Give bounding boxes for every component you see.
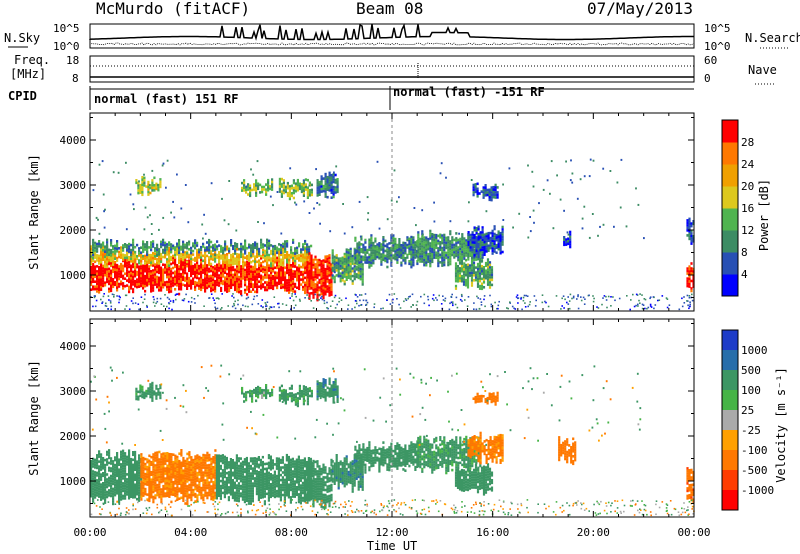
velocity-scatter — [90, 319, 695, 517]
data-patch — [316, 171, 339, 199]
frequency-panel: Freq. [MHz] 18 8 60 0 Nave — [10, 53, 777, 85]
velocity-colorbar-tick: -1000 — [741, 484, 774, 497]
range-tick-label: 1000 — [60, 269, 87, 282]
power-colorbar-tick: 24 — [741, 158, 755, 171]
nave-label: Nave — [748, 63, 777, 77]
freq-tick-bottom: 8 — [72, 72, 79, 85]
ground-scatter-speckle — [90, 364, 695, 517]
data-patch — [472, 391, 499, 406]
freq-label-line1: Freq. — [14, 53, 50, 67]
noise-left-tick-bottom: 10^0 — [53, 40, 80, 53]
nave-tick-top: 60 — [704, 54, 717, 67]
power-colorbar-tick: 4 — [741, 268, 748, 281]
power-range-axis: 1000 2000 3000 4000 — [60, 113, 695, 311]
data-patch — [90, 449, 143, 506]
velocity-colorbar-tick: 25 — [741, 404, 754, 417]
data-patch — [90, 256, 313, 296]
data-patch — [278, 384, 313, 408]
range-tick-label: 2000 — [60, 224, 87, 237]
data-patch — [140, 449, 217, 506]
velocity-colorbar-tick: 500 — [741, 364, 761, 377]
data-patch — [331, 454, 364, 493]
velocity-colorbar-tick: -100 — [741, 444, 768, 457]
freq-label-line2: [MHz] — [10, 67, 46, 81]
range-tick-label: 1000 — [60, 475, 87, 488]
power-range-axis-label: Slant Range [km] — [27, 154, 41, 270]
station-title: McMurdo (fitACF) — [96, 0, 250, 18]
time-axis-label: Time UT — [367, 539, 418, 553]
power-colorbar-tick: 28 — [741, 136, 754, 149]
cpid-program-2: normal (fast) -151 RF — [393, 85, 545, 99]
data-patch — [215, 453, 312, 506]
data-patch — [686, 467, 695, 504]
ground-scatter-speckle — [90, 158, 694, 311]
data-patch — [135, 176, 162, 197]
time-tick-label: 08:00 — [275, 526, 308, 539]
data-patch — [467, 225, 504, 259]
power-panel: 1000 2000 3000 4000 Slant Range [km] — [27, 112, 695, 312]
range-tick-label: 2000 — [60, 430, 87, 443]
velocity-colorbar-tick: -25 — [741, 424, 761, 437]
noise-search-label: N.Search — [745, 31, 800, 45]
noise-right-tick-top: 10^5 — [704, 22, 731, 35]
velocity-colorbar-tick: -500 — [741, 464, 768, 477]
data-patch — [241, 178, 274, 198]
noise-right-tick-bottom: 10^0 — [704, 40, 731, 53]
data-patch — [135, 381, 162, 402]
power-scatter — [90, 113, 695, 311]
cpid-program-1: normal (fast) 151 RF — [94, 92, 239, 106]
noise-panel: N.Sky 10^5 10^0 10^5 10^0 N.Search — [4, 22, 800, 53]
range-tick-label: 4000 — [60, 134, 87, 147]
power-colorbar-tick: 20 — [741, 180, 754, 193]
velocity-colorbar-tick: 100 — [741, 384, 761, 397]
data-patch — [454, 463, 494, 496]
range-tick-label: 4000 — [60, 340, 87, 353]
data-patch — [354, 234, 419, 269]
date-title: 07/May/2013 — [587, 0, 693, 18]
data-patch — [686, 262, 695, 293]
velocity-colorbar-label: Velocity [m s⁻¹] — [774, 367, 788, 483]
velocity-colorbar: 1000 500 100 25 -25 -100 -500 -1000 — [721, 329, 774, 511]
power-colorbar-label: Power [dB] — [757, 179, 771, 251]
noise-left-tick-top: 10^5 — [53, 22, 80, 35]
velocity-colorbar-tick: 1000 — [741, 344, 768, 357]
noise-sky-label: N.Sky — [4, 31, 40, 45]
cpid-panel: CPID normal (fast) 151 RF normal (fast) … — [8, 85, 694, 110]
time-tick-label: 16:00 — [476, 526, 509, 539]
time-tick-label: 00:00 — [677, 526, 710, 539]
velocity-range-axis: 1000 2000 3000 4000 — [60, 319, 695, 517]
range-tick-label: 3000 — [60, 179, 87, 192]
data-patch — [306, 458, 333, 509]
data-patch — [454, 256, 494, 291]
time-tick-label: 00:00 — [73, 526, 106, 539]
beam-title: Beam 08 — [356, 0, 423, 18]
noise-sky-trace — [89, 23, 695, 46]
data-patch — [472, 182, 499, 202]
time-tick-label: 12:00 — [375, 526, 408, 539]
power-colorbar-tick: 16 — [741, 202, 754, 215]
data-patch — [354, 440, 419, 474]
freq-tick-top: 18 — [66, 54, 79, 67]
velocity-range-axis-label: Slant Range [km] — [27, 360, 41, 476]
nave-tick-bottom: 0 — [704, 72, 711, 85]
data-patch — [558, 436, 577, 466]
data-patch — [686, 217, 695, 245]
data-patch — [92, 238, 313, 257]
data-patch — [563, 230, 572, 249]
power-colorbar: 4 8 12 16 20 24 28 — [721, 119, 755, 297]
data-patch — [241, 384, 274, 403]
time-axis: 00:00 04:00 08:00 12:00 16:00 20:00 00:00 — [73, 526, 710, 539]
time-tick-label: 20:00 — [577, 526, 610, 539]
velocity-panel: 1000 2000 3000 4000 Slant Range [km] — [27, 318, 695, 518]
data-patch — [306, 252, 333, 302]
cpid-label: CPID — [8, 89, 37, 103]
data-patch — [278, 177, 313, 201]
power-colorbar-tick: 8 — [741, 246, 748, 259]
power-colorbar-tick: 12 — [741, 224, 754, 237]
range-tick-label: 3000 — [60, 385, 87, 398]
time-tick-label: 04:00 — [174, 526, 207, 539]
